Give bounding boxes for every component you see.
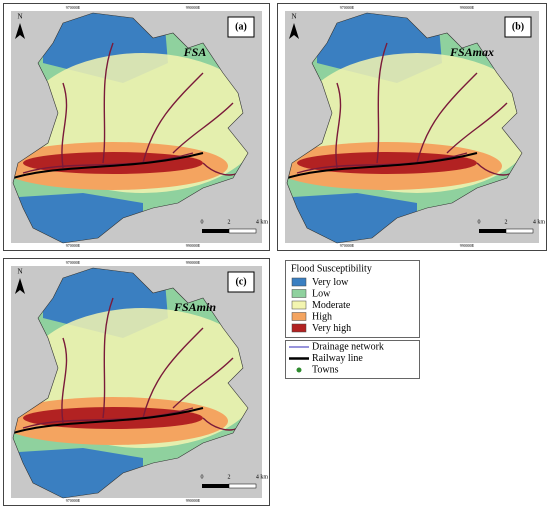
legend-label: High <box>312 311 332 322</box>
drainage <box>142 72 204 164</box>
scale-label: 4 km <box>256 474 269 480</box>
scale-label: 0 <box>201 474 204 480</box>
coord-label: 970000E <box>66 260 81 265</box>
scale-label: 0 <box>201 219 204 225</box>
drainage <box>335 82 342 169</box>
drainage <box>172 357 234 409</box>
scale-label: 0 <box>478 219 481 225</box>
drainage <box>102 297 114 419</box>
drainage <box>61 82 68 169</box>
drainage <box>102 42 114 164</box>
scale-bar <box>479 229 506 233</box>
drainage <box>172 102 234 154</box>
coord-label: 970000E <box>340 5 355 10</box>
coord-label: 990000E <box>460 5 475 10</box>
coord-label: 970000E <box>66 243 81 248</box>
legend-label: Drainage network <box>312 341 384 352</box>
drainage <box>22 152 194 174</box>
drainage <box>142 327 204 419</box>
scale-bar <box>202 229 229 233</box>
basin-outline <box>286 12 523 244</box>
scale-label: 4 km <box>533 219 546 225</box>
coord-label: 970000E <box>66 5 81 10</box>
legend-title: Flood Susceptibility <box>291 263 372 274</box>
map-panel: N 970000E 970000E 990000E 990000E (c) FSAmin 0 2… <box>3 258 270 506</box>
legend-swatch <box>291 289 307 298</box>
railway <box>13 407 204 434</box>
panel-label: (a) <box>235 21 247 32</box>
label-box <box>227 271 255 293</box>
drainage <box>61 337 68 424</box>
scale-bar <box>505 228 534 234</box>
scale-label: 2 <box>228 219 231 225</box>
north-arrow <box>15 23 25 39</box>
legend-symbol <box>296 367 302 373</box>
coord-label: 970000E <box>66 498 81 503</box>
map-panel: N 970000E 970000E 990000E 990000E (b) FSAmax 0 2… <box>277 3 547 251</box>
legend-swatch <box>291 312 307 321</box>
legend-label: Moderate <box>312 300 351 311</box>
map-panel: N 970000E 970000E 990000E 990000E (a) FSA 0 2 4 k… <box>3 3 270 251</box>
coord-label: 990000E <box>186 498 201 503</box>
legend-swatch <box>291 277 307 287</box>
legend-frame <box>285 260 420 338</box>
drainage <box>376 42 388 164</box>
legend-label: Railway line <box>312 353 363 364</box>
coord-label: 990000E <box>186 5 201 10</box>
drainage <box>296 152 468 174</box>
scale-label: 2 <box>505 219 508 225</box>
north-label: N <box>17 13 22 21</box>
scale-bar <box>228 228 257 234</box>
scale-label: 2 <box>228 474 231 480</box>
basin-outline <box>12 267 249 499</box>
north-arrow <box>289 23 299 39</box>
panel-label: (c) <box>235 276 246 287</box>
scale-bar <box>202 484 229 488</box>
scale-label: 4 km <box>256 219 269 225</box>
scale-bar <box>228 483 257 489</box>
panel-title: FSAmax <box>449 45 494 59</box>
legend-label: Low <box>312 288 331 299</box>
legend-swatch <box>291 323 307 333</box>
coord-label: 990000E <box>460 243 475 248</box>
legend-label: Towns <box>312 364 339 375</box>
drainage <box>22 407 194 429</box>
panel-title: FSAmin <box>173 300 216 314</box>
label-box <box>504 16 532 38</box>
drainage <box>416 72 478 164</box>
north-label: N <box>291 13 296 21</box>
legend-label: Very high <box>312 323 351 334</box>
drainage <box>446 102 508 154</box>
coord-label: 990000E <box>186 243 201 248</box>
north-arrow <box>15 278 25 294</box>
panel-title: FSA <box>183 45 207 59</box>
basin-outline <box>12 12 249 244</box>
coord-label: 990000E <box>186 260 201 265</box>
coord-label: 970000E <box>340 243 355 248</box>
panel-label: (b) <box>512 21 524 32</box>
railway <box>13 152 204 179</box>
legend-label: Very low <box>312 277 349 288</box>
legend: Flood Susceptibility Very lowLowModerateH… <box>285 260 420 338</box>
railway <box>287 152 478 179</box>
label-box <box>227 16 255 38</box>
legend-swatch <box>291 300 307 310</box>
north-label: N <box>17 268 22 276</box>
